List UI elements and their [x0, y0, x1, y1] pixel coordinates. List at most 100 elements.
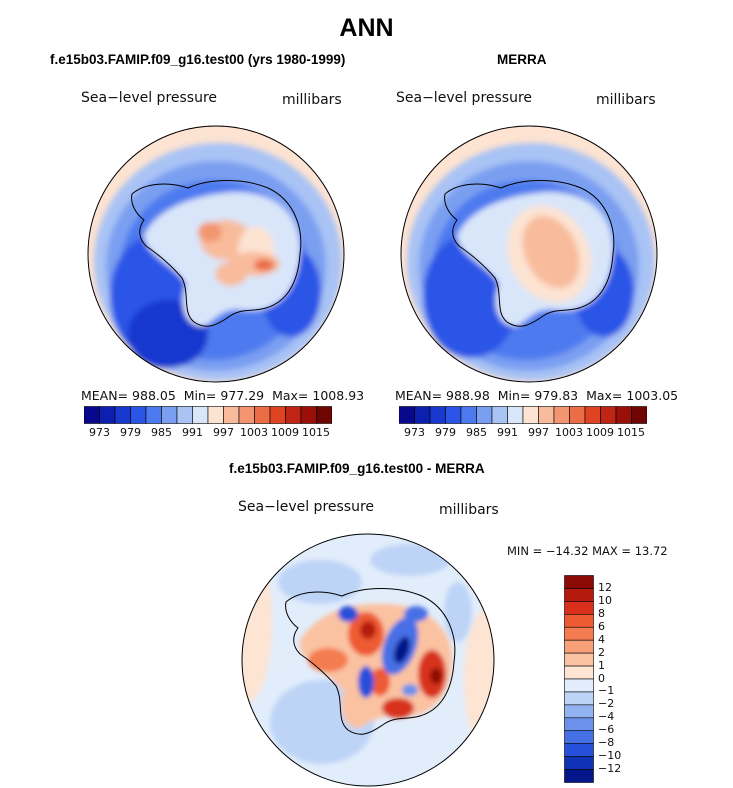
colorbar-cell	[569, 406, 586, 424]
panel-2-map-border	[400, 125, 658, 383]
panel-2-max-label: Max=	[586, 388, 623, 403]
colorbar-cell	[564, 652, 594, 667]
cb1-tick: 979	[120, 426, 141, 439]
panel-3-neg-a-core	[393, 636, 411, 664]
panel-1-high-a-core	[198, 222, 222, 242]
panel-2-title: MERRA	[497, 52, 547, 67]
cb3-tick: 0	[598, 671, 605, 685]
panel-3-neg-d	[358, 666, 374, 698]
cb2-tick: 979	[435, 426, 456, 439]
cb3-tick: −4	[598, 710, 615, 724]
cb3-tick: 10	[598, 593, 612, 607]
cb3-tick: −12	[598, 762, 622, 776]
cb3-tick: −8	[598, 736, 615, 750]
colorbar-cell	[564, 665, 594, 680]
cb2-tick: 997	[528, 426, 549, 439]
colorbar-cell	[399, 406, 415, 424]
panel-3-title: f.e15b03.FAMIP.f09_g16.test00 - MERRA	[229, 461, 485, 476]
panel-1-units-label: millibars	[282, 92, 342, 108]
panel-1-max-label: Max=	[272, 388, 309, 403]
cb1-tick: 997	[213, 426, 234, 439]
colorbar-cell	[254, 406, 271, 424]
colorbar-2-cells	[399, 406, 647, 424]
panel-1-mean-label: MEAN=	[81, 388, 129, 403]
panel-3-neg-east	[444, 582, 472, 642]
panel-1-min-value: 977.29	[220, 388, 265, 403]
colorbar-cell	[316, 406, 332, 424]
cb1-tick: 973	[89, 426, 110, 439]
panel-3-neg-b	[338, 606, 358, 622]
panel-1-mean-value: 988.05	[132, 388, 176, 403]
panel-3-pos-east-rim	[464, 610, 494, 750]
panel-2-high-core	[522, 215, 580, 289]
cb2-tick: 991	[497, 426, 518, 439]
colorbar-cell	[564, 639, 594, 654]
colorbar-cell	[564, 614, 594, 628]
cb3-tick: −1	[598, 684, 615, 698]
panel-2-max-value: 1003.05	[626, 388, 679, 403]
colorbar-cell	[564, 575, 594, 589]
colorbar-cell	[300, 406, 317, 424]
colorbar-cell	[564, 769, 594, 783]
panel-2-min-label: Min=	[497, 388, 531, 403]
colorbar-cell	[553, 406, 570, 424]
cb3-tick: 12	[598, 580, 612, 594]
colorbar-cell	[207, 406, 224, 424]
panel-3-units-label: millibars	[439, 502, 499, 518]
colorbar-cell	[192, 406, 209, 424]
colorbar-cell	[429, 406, 446, 424]
panel-1-map	[87, 125, 345, 383]
cb1-tick: 1003	[240, 426, 268, 439]
cb1-tick: 991	[182, 426, 203, 439]
colorbar-cell	[564, 704, 594, 719]
panel-1-stats: MEAN= 988.05 Min= 977.29 Max= 1008.93	[81, 388, 364, 403]
colorbar-cell	[445, 406, 462, 424]
colorbar-2	[399, 406, 647, 424]
cb3-tick: 4	[598, 632, 605, 646]
colorbar-3-ticks: 12 10 8 6 4 2 1 0 −1 −2 −4 −6 −8 −10 −12	[598, 575, 638, 785]
panel-1-high-d	[215, 262, 247, 286]
panel-3-neg-northeast	[370, 544, 450, 576]
cb1-tick: 1009	[271, 426, 299, 439]
colorbar-cell	[114, 406, 131, 424]
colorbar-1	[84, 406, 332, 424]
cb1-tick: 985	[151, 426, 172, 439]
colorbar-cell	[538, 406, 555, 424]
panel-3-stats: MIN = −14.32 MAX = 13.72	[507, 544, 668, 558]
colorbar-cell	[223, 406, 240, 424]
panel-2-stats: MEAN= 988.98 Min= 979.83 Max= 1003.05	[395, 388, 678, 403]
colorbar-cell	[269, 406, 286, 424]
colorbar-3	[564, 575, 594, 783]
colorbar-cell	[522, 406, 539, 424]
cb2-tick: 973	[404, 426, 425, 439]
cb3-tick: −10	[598, 749, 622, 763]
panel-3-pos-c-core	[430, 668, 442, 684]
panel-3-neg-e	[402, 684, 418, 696]
colorbar-cell	[615, 406, 632, 424]
panel-1-coastline	[131, 180, 302, 327]
cb1-tick: 1015	[302, 426, 330, 439]
panel-3-pos-d	[382, 698, 414, 718]
panel-2-variable-label: Sea−level pressure	[396, 90, 533, 106]
panel-1-variable-label: Sea−level pressure	[81, 90, 218, 106]
cb2-tick: 1009	[586, 426, 614, 439]
panel-2-units-label: millibars	[596, 92, 656, 108]
cb3-tick: 6	[598, 619, 605, 633]
panel-1-max-value: 1008.93	[312, 388, 365, 403]
colorbar-cell	[238, 406, 255, 424]
cb2-tick: 1015	[617, 426, 645, 439]
panel-1-title: f.e15b03.FAMIP.f09_g16.test00 (yrs 1980-…	[50, 52, 346, 67]
panel-1-map-border	[87, 125, 345, 383]
panel-3-map	[241, 533, 495, 787]
colorbar-cell	[564, 691, 594, 706]
panel-1-min-label: Min=	[183, 388, 217, 403]
cb3-tick: 2	[598, 645, 605, 659]
panel-3-coastline	[285, 588, 456, 735]
colorbar-cell	[491, 406, 508, 424]
cb3-tick: −6	[598, 723, 615, 737]
colorbar-2-ticks: 973 979 985 991 997 1003 1009 1015	[0, 426, 733, 440]
panel-3-variable-label: Sea−level pressure	[238, 499, 375, 515]
colorbar-cell	[476, 406, 493, 424]
colorbar-3-cells	[564, 575, 594, 783]
colorbar-cell	[564, 601, 594, 615]
